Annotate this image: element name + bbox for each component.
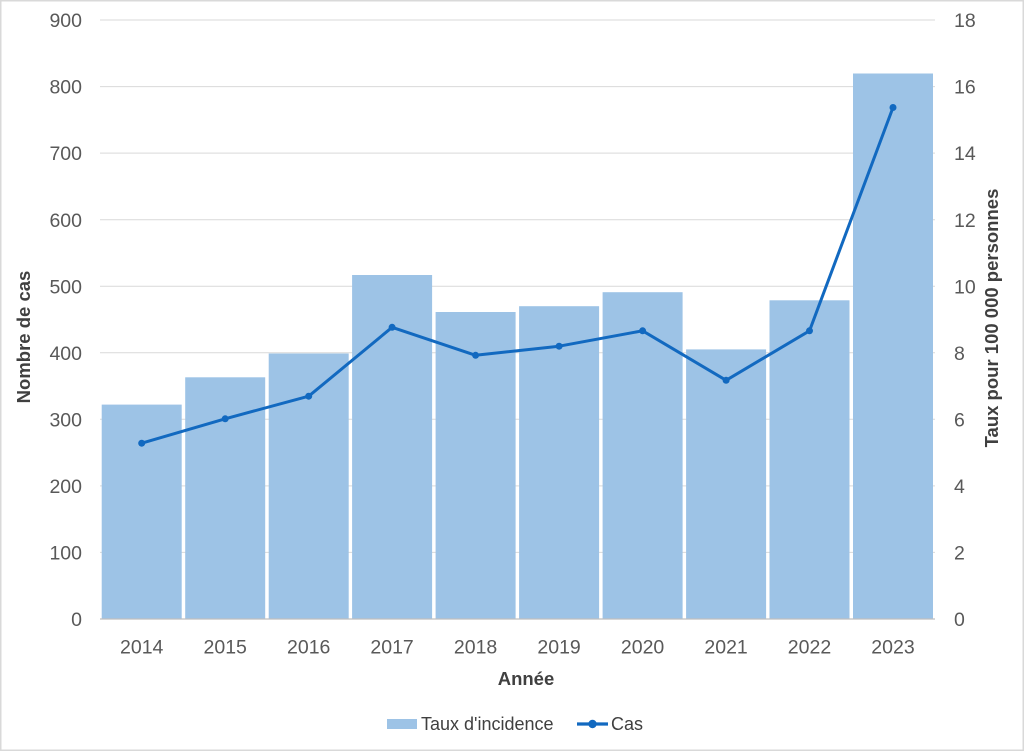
svg-text:4: 4	[954, 476, 965, 498]
svg-text:16: 16	[954, 77, 976, 99]
svg-text:12: 12	[954, 210, 976, 232]
svg-text:2016: 2016	[287, 637, 330, 659]
svg-text:700: 700	[49, 143, 82, 165]
svg-text:2020: 2020	[621, 637, 665, 659]
svg-text:18: 18	[954, 10, 976, 32]
svg-text:500: 500	[49, 276, 82, 298]
svg-text:100: 100	[49, 543, 82, 565]
svg-text:2019: 2019	[537, 637, 580, 659]
svg-text:300: 300	[49, 409, 82, 431]
svg-text:900: 900	[49, 10, 82, 32]
svg-text:2014: 2014	[120, 637, 164, 659]
svg-text:Taux pour 100 000 personnes: Taux pour 100 000 personnes	[981, 189, 1002, 448]
svg-text:10: 10	[954, 276, 976, 298]
svg-text:0: 0	[71, 609, 82, 631]
svg-text:200: 200	[49, 476, 82, 498]
svg-text:2021: 2021	[704, 637, 747, 659]
svg-text:0: 0	[954, 609, 965, 631]
svg-text:800: 800	[49, 77, 82, 99]
svg-text:8: 8	[954, 343, 965, 365]
svg-text:2022: 2022	[788, 637, 831, 659]
svg-text:Taux d'incidence: Taux d'incidence	[421, 714, 554, 734]
svg-text:Nombre de cas: Nombre de cas	[13, 271, 34, 404]
svg-text:2: 2	[954, 543, 965, 565]
svg-text:2015: 2015	[204, 637, 248, 659]
svg-text:2023: 2023	[871, 637, 914, 659]
svg-text:2018: 2018	[454, 637, 497, 659]
svg-text:Année: Année	[498, 668, 555, 689]
svg-text:600: 600	[49, 210, 82, 232]
svg-text:Cas: Cas	[611, 714, 643, 734]
svg-text:400: 400	[49, 343, 82, 365]
svg-text:6: 6	[954, 409, 965, 431]
svg-text:2017: 2017	[370, 637, 413, 659]
svg-text:14: 14	[954, 143, 976, 165]
